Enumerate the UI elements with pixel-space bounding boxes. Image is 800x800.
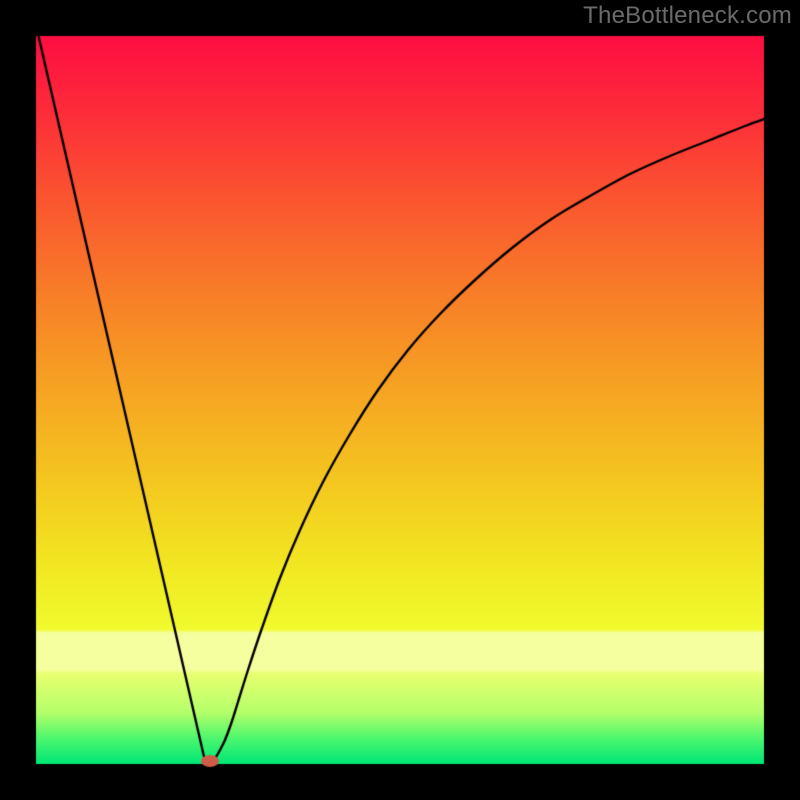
watermark-label: TheBottleneck.com <box>583 2 792 30</box>
chart-stage: TheBottleneck.com <box>0 0 800 800</box>
bottleneck-curve <box>0 0 800 800</box>
